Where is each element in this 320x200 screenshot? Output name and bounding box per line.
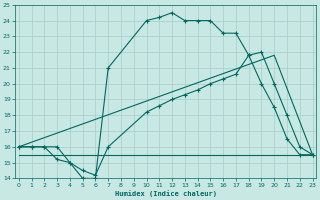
X-axis label: Humidex (Indice chaleur): Humidex (Indice chaleur) bbox=[115, 190, 217, 197]
